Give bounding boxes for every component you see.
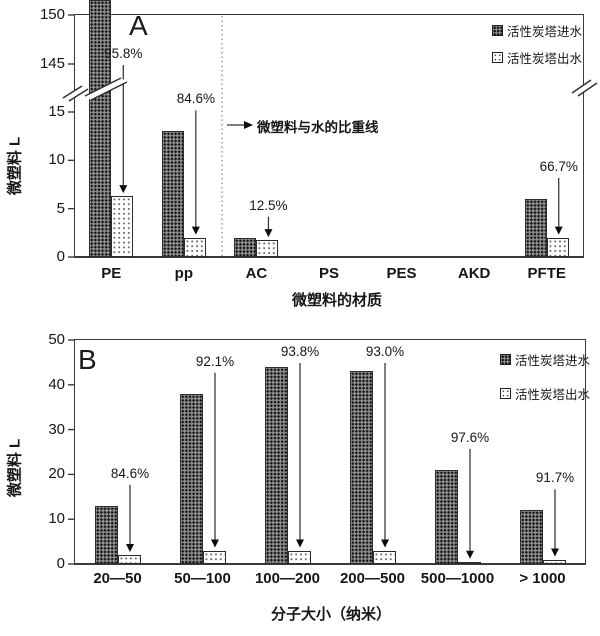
y-tick-label: 50 (48, 331, 65, 348)
plot-area-b (74, 339, 586, 565)
y-tick-label: 20 (48, 465, 65, 483)
x-axis-label-a: 微塑料的材质 (291, 292, 383, 309)
bar-inlet-> 1000 (519, 510, 543, 564)
x-category-label: PE (101, 265, 122, 282)
legend-swatch-outlet-icon (492, 52, 503, 63)
bar-inlet-20—50 (94, 505, 118, 564)
bar-outlet-PFTE (546, 237, 569, 257)
x-category-label: 500—1000 (420, 570, 495, 587)
percent-label: 97.6% (450, 429, 490, 445)
percent-label: 93.0% (365, 344, 405, 359)
y-tick-label: 150 (39, 6, 65, 23)
percent-label: 91.7% (535, 470, 575, 486)
legend-label-inlet: 活性炭塔进水 (507, 25, 583, 39)
bar-outlet-AC (256, 240, 279, 257)
x-category-label: 50—100 (174, 570, 231, 587)
bar-inlet-200—500 (349, 371, 373, 564)
x-category-label: 100—200 (254, 570, 321, 587)
legend-swatch-inlet-icon (500, 354, 511, 365)
legend-item-outlet: 活性炭塔出水 (492, 48, 582, 67)
percent-label: 95.8% (104, 46, 143, 61)
bar-inlet-AC (234, 237, 257, 257)
bar-outlet-20—50 (117, 555, 141, 564)
plot-area-a (74, 14, 584, 258)
legend-item-outlet: 活性炭塔出水 (500, 384, 590, 403)
bar-outlet-> 1000 (542, 559, 566, 564)
panel-a-label: A (129, 10, 148, 41)
legend-item-inlet: 活性炭塔进水 (492, 21, 582, 40)
percent-label: 66.7% (539, 158, 578, 174)
bar-inlet-100—200 (264, 366, 288, 564)
percent-label: 84.6% (176, 91, 215, 107)
y-tick-label: 0 (56, 555, 65, 572)
bar-outlet-PE (111, 196, 134, 257)
y-tick-label: 10 (48, 151, 65, 169)
reference-line-label: 微塑料与水的比重线 (257, 120, 379, 135)
bar-outlet-50—100 (202, 550, 226, 564)
bar-outlet-500—1000 (457, 561, 481, 564)
x-category-label: PFTE (527, 265, 566, 282)
x-category-label: PES (386, 265, 417, 282)
bar-inlet-PFTE (524, 198, 547, 257)
legend-swatch-inlet-icon (492, 25, 503, 36)
x-axis-label-b: 分子大小（纳米） (270, 606, 392, 623)
legend-a: 活性炭塔进水 活性炭塔出水 (492, 21, 582, 67)
y-axis-label-b: 微塑料 L (6, 438, 24, 498)
panel-b-label: B (78, 344, 97, 375)
legend-item-inlet: 活性炭塔进水 (500, 350, 590, 369)
x-category-label: AKD (457, 265, 491, 282)
percent-label: 92.1% (195, 353, 235, 369)
bar-inlet-500—1000 (434, 469, 458, 564)
x-category-label: pp (174, 265, 193, 282)
x-category-label: AC (245, 265, 268, 282)
legend-label-inlet: 活性炭塔进水 (515, 354, 591, 368)
y-tick-label: 40 (48, 375, 65, 393)
x-category-label: 200—500 (339, 570, 406, 587)
y-tick-label: 15 (48, 102, 65, 120)
legend-b: 活性炭塔进水 活性炭塔出水 (500, 350, 590, 403)
y-tick-label: 5 (56, 199, 65, 217)
x-category-label: PS (318, 265, 339, 282)
legend-swatch-outlet-icon (500, 388, 511, 399)
bar-inlet-pp (161, 131, 184, 257)
bar-outlet-200—500 (372, 550, 396, 564)
y-tick-label: 0 (56, 248, 65, 265)
y-tick-label: 10 (48, 510, 65, 528)
y-tick-label: 30 (48, 420, 65, 438)
percent-label: 12.5% (249, 197, 288, 213)
legend-label-outlet: 活性炭塔出水 (515, 388, 591, 402)
percent-label: 84.6% (110, 465, 150, 481)
y-tick-label: 145 (39, 55, 65, 72)
bar-inlet-50—100 (179, 393, 203, 564)
bar-outlet-pp (183, 237, 206, 257)
y-axis-label-a: 微塑料 L (6, 136, 24, 196)
x-category-label: 20—50 (93, 570, 142, 587)
x-category-label: > 1000 (519, 570, 566, 587)
bar-inlet-PE (89, 0, 112, 257)
legend-label-outlet: 活性炭塔出水 (507, 52, 583, 66)
bar-outlet-100—200 (287, 550, 311, 564)
percent-label: 93.8% (280, 344, 320, 359)
